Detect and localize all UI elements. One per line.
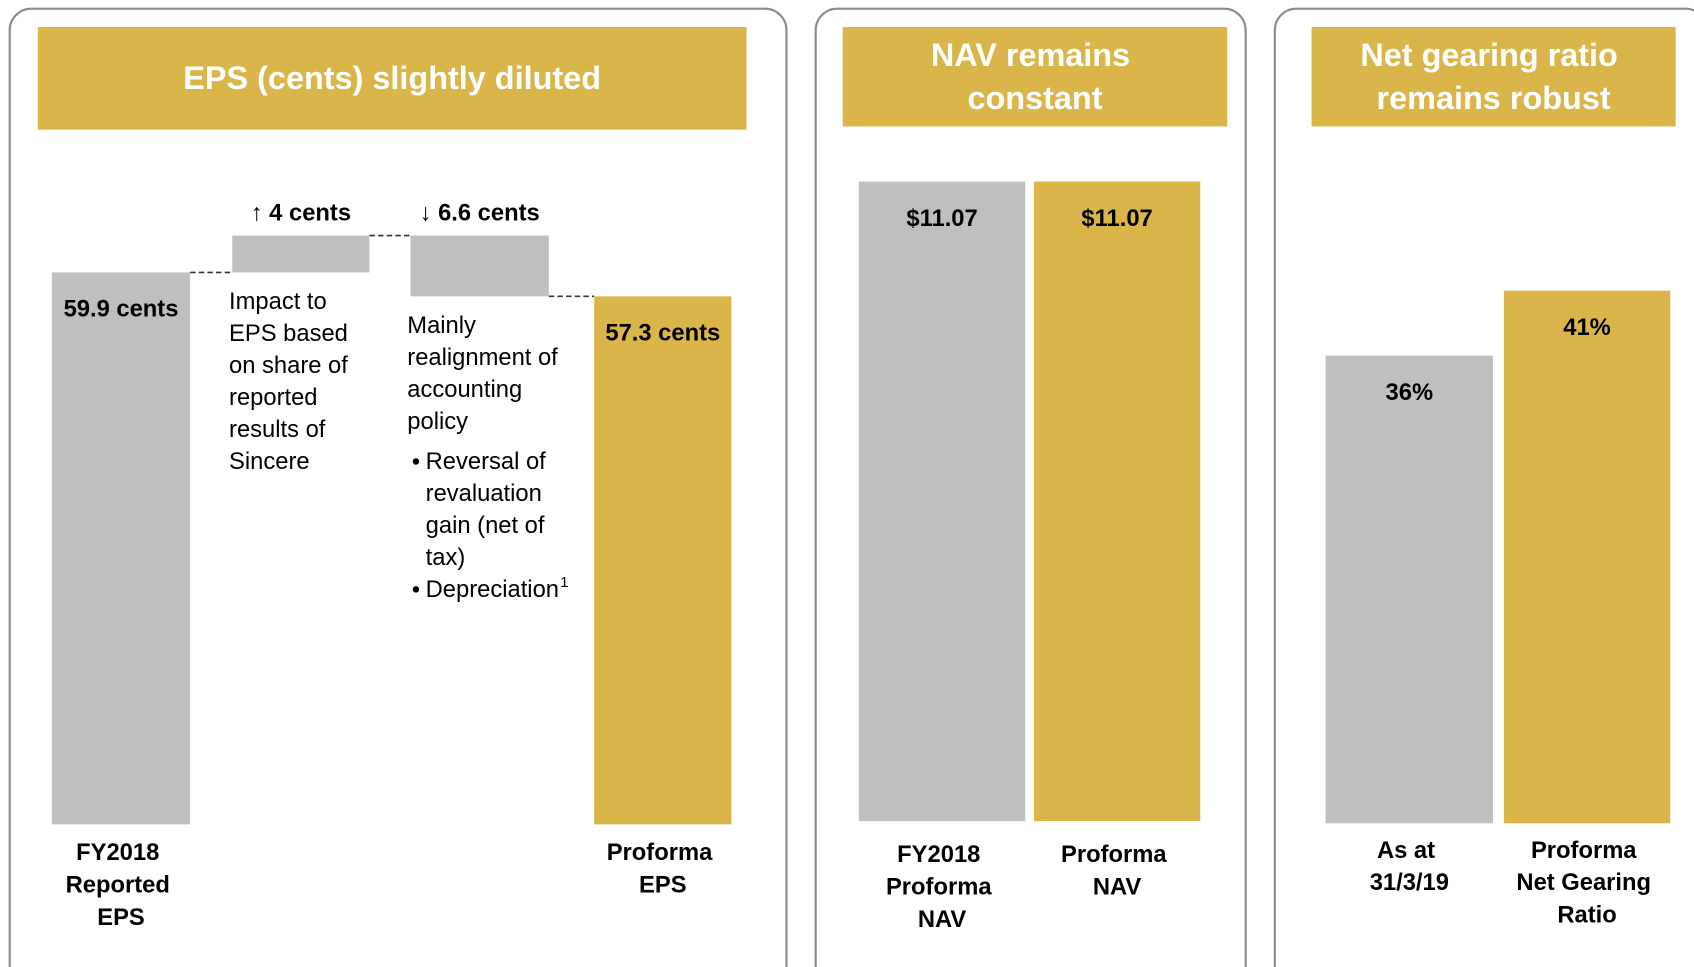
bar bbox=[51, 272, 191, 825]
bar bbox=[1033, 181, 1201, 822]
panel-border bbox=[8, 7, 788, 967]
bullet bbox=[412, 458, 420, 465]
value-label: 41% bbox=[1563, 314, 1611, 341]
value-label: 57.3 cents bbox=[605, 320, 720, 347]
bar bbox=[1325, 355, 1494, 824]
annotation: Mainly realignment of accounting policy bbox=[407, 312, 564, 435]
category-label: FY2018 Proforma NAV bbox=[886, 841, 998, 933]
panel-title: NAV remains constant bbox=[931, 37, 1139, 116]
panel-title: EPS (cents) slightly diluted bbox=[183, 60, 601, 96]
bullet-text: Reversal of revaluation gain (net of tax… bbox=[426, 448, 553, 571]
bar bbox=[410, 235, 549, 297]
value-label: $11.07 bbox=[1081, 205, 1152, 232]
bullet bbox=[412, 586, 420, 593]
value-label: 36% bbox=[1386, 379, 1434, 406]
header-box bbox=[842, 27, 1228, 127]
category-label: Proforma Net Gearing Ratio bbox=[1516, 837, 1657, 929]
bar bbox=[594, 296, 732, 825]
value-label: ↑ 4 cents bbox=[251, 199, 351, 226]
value-label: $11.07 bbox=[906, 205, 977, 232]
panel-border bbox=[814, 7, 1247, 967]
bar bbox=[1503, 290, 1671, 824]
panel-title: Net gearing ratio remains robust bbox=[1360, 37, 1626, 116]
footnote-marker: 1 bbox=[560, 574, 568, 591]
bullet-text: Depreciation bbox=[426, 576, 559, 603]
bar bbox=[232, 235, 370, 273]
annotation: Impact to EPS based on share of reported… bbox=[229, 288, 354, 475]
category-label: Proforma NAV bbox=[1061, 841, 1173, 900]
category-label: FY2018 Reported EPS bbox=[66, 839, 177, 931]
value-label: ↓ 6.6 cents bbox=[420, 199, 540, 226]
header-box bbox=[1311, 27, 1676, 127]
category-label: As at 31/3/19 bbox=[1370, 837, 1449, 896]
header-box bbox=[37, 27, 747, 130]
category-label: Proforma EPS bbox=[607, 839, 719, 898]
bar bbox=[858, 181, 1026, 822]
value-label: 59.9 cents bbox=[64, 296, 179, 323]
panel-border bbox=[1273, 7, 1694, 967]
